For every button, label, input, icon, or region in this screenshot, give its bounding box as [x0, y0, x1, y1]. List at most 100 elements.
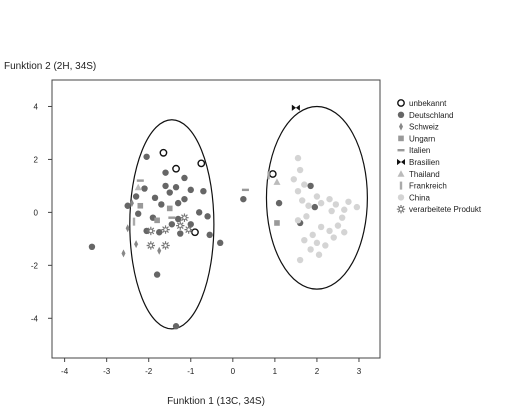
y-tick-label: 0	[34, 208, 39, 217]
point-filled-circle-s8-21	[313, 239, 321, 247]
point-triangle-s6-0	[273, 178, 281, 185]
legend-label-1: unbekannt	[409, 99, 447, 108]
point-open-circle-s0-2	[197, 159, 206, 168]
point-filled-circle-s1-21	[156, 229, 163, 236]
point-dash-s4-0	[136, 179, 144, 182]
legend-label-4: Ungarn	[409, 134, 435, 143]
point-dash-s4-2	[168, 216, 176, 219]
point-filled-circle-s1-8	[162, 182, 169, 190]
point-filled-circle-s1-13	[187, 186, 194, 194]
point-filled-circle-s8-16	[326, 227, 333, 235]
legend: unbekannt Deutschland Schweiz Ungarn Italien…	[396, 99, 482, 214]
point-filled-circle-s1-26	[153, 271, 161, 278]
point-filled-circle-s8-9	[326, 195, 333, 203]
x-axis-title: Funktion 1 (13C, 34S)	[167, 396, 265, 407]
point-bar-s7-1	[132, 217, 136, 226]
legend-marker-7	[397, 170, 405, 177]
point-filled-circle-s8-2	[290, 176, 297, 183]
point-diamond-s2-0	[121, 249, 126, 258]
point-filled-circle-s1-27	[172, 323, 180, 330]
point-filled-circle-s1-34	[311, 203, 319, 211]
point-filled-circle-s8-26	[303, 213, 310, 220]
legend-label-10: verarbeitete Produkt	[409, 205, 482, 214]
group-ellipses	[129, 105, 368, 330]
x-tick-label: 3	[357, 367, 362, 376]
group-ellipse-1	[129, 119, 215, 330]
point-filled-circle-s8-1	[296, 166, 304, 174]
point-filled-circle-s8-24	[341, 229, 348, 236]
point-filled-circle-s1-22	[168, 221, 176, 228]
point-filled-circle-s1-20	[217, 239, 224, 247]
point-star-s9-4-center	[177, 223, 183, 228]
point-dash-s4-1	[241, 188, 249, 192]
point-filled-circle-s8-12	[345, 198, 352, 205]
point-filled-circle-s8-4	[294, 188, 302, 195]
legend-marker-9	[397, 194, 405, 201]
legend-marker-10-center	[398, 206, 404, 212]
y-tick-label: 2	[34, 155, 39, 164]
point-filled-circle-s1-24	[143, 153, 150, 160]
legend-label-8: Frankreich	[409, 182, 447, 191]
point-filled-circle-s1-18	[204, 213, 211, 220]
plot-area	[51, 79, 381, 359]
point-bar-s7-0	[267, 171, 270, 180]
data-points	[88, 104, 361, 330]
point-filled-circle-s1-9	[166, 189, 173, 196]
point-filled-circle-s8-13	[353, 203, 361, 211]
x-tick-label: 0	[231, 367, 236, 376]
point-filled-circle-s8-15	[334, 222, 342, 229]
point-filled-circle-s8-20	[307, 246, 314, 253]
y-tick-label: -4	[31, 314, 39, 323]
y-axis-title: Funktion 2 (2H, 34S)	[4, 61, 96, 72]
point-filled-circle-s8-28	[315, 251, 323, 258]
point-star-s9-5-center	[186, 227, 191, 232]
point-open-circle-s0-1	[172, 164, 180, 173]
point-square-s3-0	[137, 202, 144, 209]
x-tick-label: -3	[103, 367, 111, 376]
legend-marker-4	[398, 135, 404, 142]
point-filled-circle-s1-6	[151, 194, 159, 202]
point-filled-circle-s1-30	[240, 195, 247, 203]
point-filled-circle-s1-2	[132, 193, 140, 200]
point-filled-circle-s8-18	[309, 231, 316, 239]
point-filled-circle-s1-33	[275, 199, 283, 207]
point-filled-circle-s8-7	[313, 193, 321, 200]
legend-label-6: Brasilien	[409, 158, 440, 167]
point-bowtie-s5-0-shape	[291, 104, 300, 111]
point-star-s9-3-center	[163, 243, 168, 248]
point-filled-circle-s1-12	[181, 195, 188, 203]
legend-marker-3	[399, 122, 403, 131]
legend-label-5: Italien	[409, 146, 430, 155]
point-filled-circle-s8-29	[328, 207, 335, 215]
point-open-circle-s0-0	[159, 148, 168, 157]
point-filled-circle-s1-5	[143, 227, 150, 235]
point-diamond-s2-4	[125, 224, 130, 233]
point-filled-circle-s8-0	[294, 154, 302, 162]
legend-label-7: Thailand	[409, 170, 440, 179]
legend-marker-2	[397, 111, 405, 119]
point-open-circle-s0-4	[268, 170, 277, 178]
point-filled-circle-s1-16	[195, 209, 203, 216]
point-filled-circle-s1-10	[172, 184, 180, 191]
point-filled-circle-s8-25	[294, 217, 302, 224]
point-star-s9-0-center	[148, 228, 154, 234]
point-filled-circle-s1-17	[200, 188, 207, 195]
point-filled-circle-s1-14	[181, 174, 188, 182]
point-square-s3-1	[154, 217, 160, 224]
y-tick-label: -2	[31, 261, 39, 270]
point-filled-circle-s1-19	[206, 231, 213, 239]
point-filled-circle-s8-14	[338, 214, 346, 221]
point-filled-circle-s1-23	[174, 215, 182, 223]
legend-marker-1	[397, 99, 405, 107]
point-filled-circle-s8-19	[301, 236, 308, 244]
point-filled-circle-s1-1	[124, 202, 131, 209]
point-filled-circle-s1-31	[307, 182, 314, 190]
legend-label-2: Deutschland	[409, 111, 453, 120]
point-filled-circle-s1-29	[177, 230, 184, 237]
point-filled-circle-s8-23	[330, 234, 337, 241]
point-filled-circle-s1-25	[162, 169, 169, 176]
point-filled-circle-s8-11	[341, 206, 348, 213]
point-diamond-s2-1	[134, 240, 139, 249]
point-star-s9-6-center	[182, 215, 187, 220]
